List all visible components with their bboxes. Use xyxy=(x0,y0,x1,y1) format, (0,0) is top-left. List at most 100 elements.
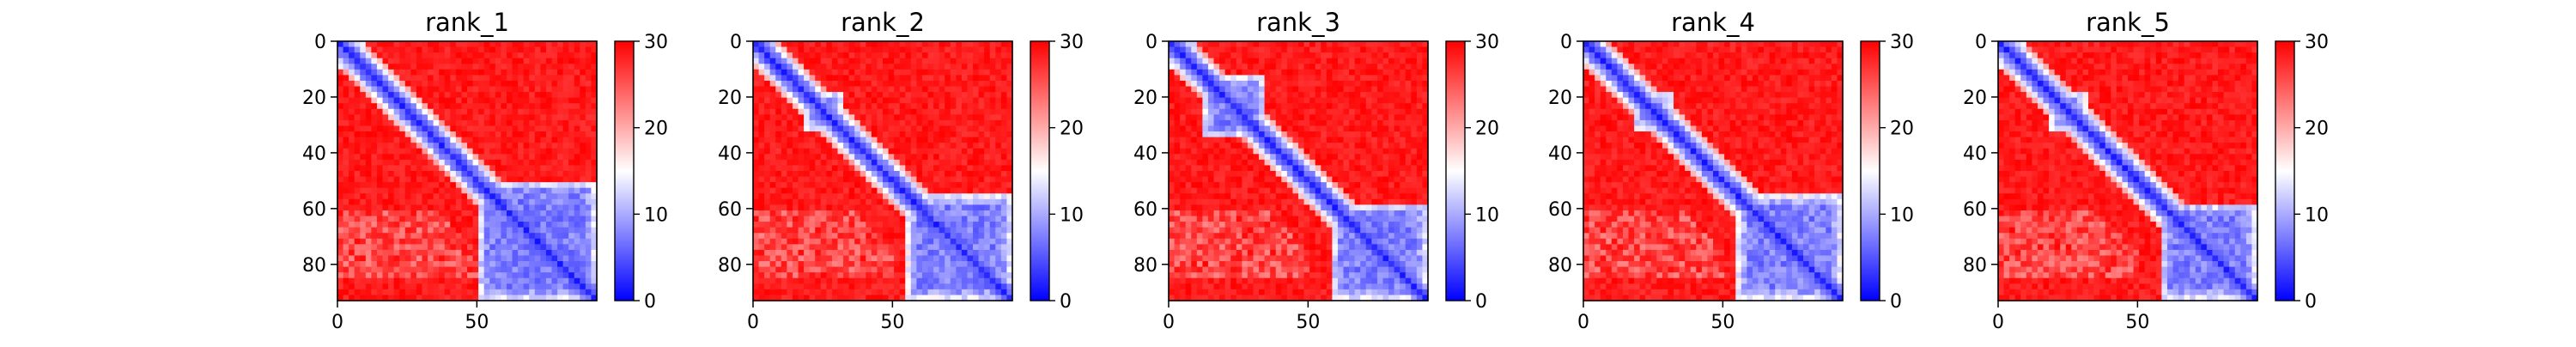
heatmap-cell xyxy=(568,125,574,131)
heatmap-cell xyxy=(563,87,569,93)
heatmap-cell xyxy=(849,228,855,234)
heatmap-cell xyxy=(586,289,592,295)
heatmap-cell xyxy=(804,272,810,278)
heatmap-cell xyxy=(793,137,799,143)
heatmap-cell xyxy=(422,193,428,199)
heatmap-cell xyxy=(973,75,979,81)
heatmap-cell xyxy=(826,160,832,166)
heatmap-cell xyxy=(1388,87,1394,93)
heatmap-cell xyxy=(900,154,906,160)
heatmap-cell xyxy=(366,239,372,245)
heatmap-cell xyxy=(478,210,484,216)
heatmap-cell xyxy=(529,171,535,177)
heatmap-cell xyxy=(1298,75,1304,81)
heatmap-cell xyxy=(956,70,962,76)
heatmap-cell xyxy=(951,182,957,188)
heatmap-cell xyxy=(349,114,355,120)
heatmap-cell xyxy=(962,267,968,273)
heatmap-cell xyxy=(473,92,479,98)
heatmap-cell xyxy=(872,289,878,295)
heatmap-cell xyxy=(854,250,860,256)
heatmap-cell xyxy=(979,52,985,58)
heatmap-cell xyxy=(979,289,985,295)
heatmap-cell xyxy=(568,41,574,47)
heatmap-cell xyxy=(445,98,451,104)
heatmap-cell xyxy=(360,177,366,183)
heatmap-cell xyxy=(568,233,574,239)
heatmap-cell xyxy=(383,75,389,81)
heatmap-cell xyxy=(337,272,343,278)
heatmap-cell xyxy=(759,239,765,245)
heatmap-cell xyxy=(489,103,495,109)
heatmap-cell xyxy=(377,70,383,76)
heatmap-cell xyxy=(495,109,501,115)
heatmap-cell xyxy=(456,216,462,222)
heatmap-cell xyxy=(781,233,787,239)
heatmap-cell xyxy=(990,210,996,216)
heatmap-cell xyxy=(507,92,513,98)
heatmap-cell xyxy=(371,149,377,155)
heatmap-cell xyxy=(951,267,957,273)
heatmap-cell xyxy=(467,47,473,53)
heatmap-cell xyxy=(928,120,934,126)
heatmap-cell xyxy=(540,125,546,131)
heatmap-cell xyxy=(900,47,906,53)
heatmap-cell xyxy=(821,177,827,183)
heatmap-cell xyxy=(1230,125,1236,131)
heatmap-cell xyxy=(775,137,781,143)
heatmap-cell xyxy=(405,210,411,216)
heatmap-cell xyxy=(1169,114,1175,120)
heatmap-cell xyxy=(524,98,530,104)
heatmap-cell xyxy=(399,165,405,171)
heatmap-cell xyxy=(1180,98,1186,104)
heatmap-cell xyxy=(759,278,765,284)
heatmap-cell xyxy=(445,182,451,188)
heatmap-cell xyxy=(962,244,968,250)
heatmap-cell xyxy=(872,70,878,76)
heatmap-cell xyxy=(422,267,428,273)
heatmap-cell xyxy=(360,261,366,267)
heatmap-cell xyxy=(473,58,479,64)
heatmap-cell xyxy=(775,75,781,81)
heatmap-cell xyxy=(1298,109,1304,115)
heatmap-cell xyxy=(956,278,962,284)
heatmap-cell xyxy=(939,228,945,234)
heatmap-cell xyxy=(837,289,843,295)
heatmap-cell xyxy=(815,272,821,278)
heatmap-cell xyxy=(456,143,462,149)
heatmap-cell xyxy=(416,131,422,137)
heatmap-cell xyxy=(551,160,557,166)
heatmap-cell xyxy=(1270,92,1276,98)
heatmap-cell xyxy=(1349,70,1355,76)
heatmap-cell xyxy=(371,193,377,199)
heatmap-cell xyxy=(371,160,377,166)
heatmap-cell xyxy=(580,114,586,120)
heatmap-cell xyxy=(933,64,939,70)
heatmap-cell xyxy=(473,52,479,58)
heatmap-cell xyxy=(557,289,563,295)
heatmap-cell xyxy=(439,222,445,228)
heatmap-cell xyxy=(775,165,781,171)
heatmap-cell xyxy=(945,47,951,53)
heatmap-cell xyxy=(478,143,484,149)
heatmap-cell xyxy=(422,278,428,284)
heatmap-cell xyxy=(434,278,440,284)
heatmap-cell xyxy=(586,210,592,216)
heatmap-cell xyxy=(826,216,832,222)
heatmap-cell xyxy=(540,81,546,87)
heatmap-cell xyxy=(540,41,546,47)
heatmap-cell xyxy=(837,160,843,166)
heatmap-cell xyxy=(979,154,985,160)
heatmap-cell xyxy=(979,58,985,64)
heatmap-cell xyxy=(371,210,377,216)
heatmap-cell xyxy=(478,64,484,70)
heatmap-cell xyxy=(1191,120,1197,126)
heatmap-cell xyxy=(849,199,855,205)
heatmap-cell xyxy=(894,177,900,183)
heatmap-cell xyxy=(951,137,957,143)
heatmap-cell xyxy=(434,149,440,155)
heatmap-cell xyxy=(911,87,917,93)
heatmap-cell xyxy=(1202,92,1208,98)
heatmap-cell xyxy=(507,239,513,245)
